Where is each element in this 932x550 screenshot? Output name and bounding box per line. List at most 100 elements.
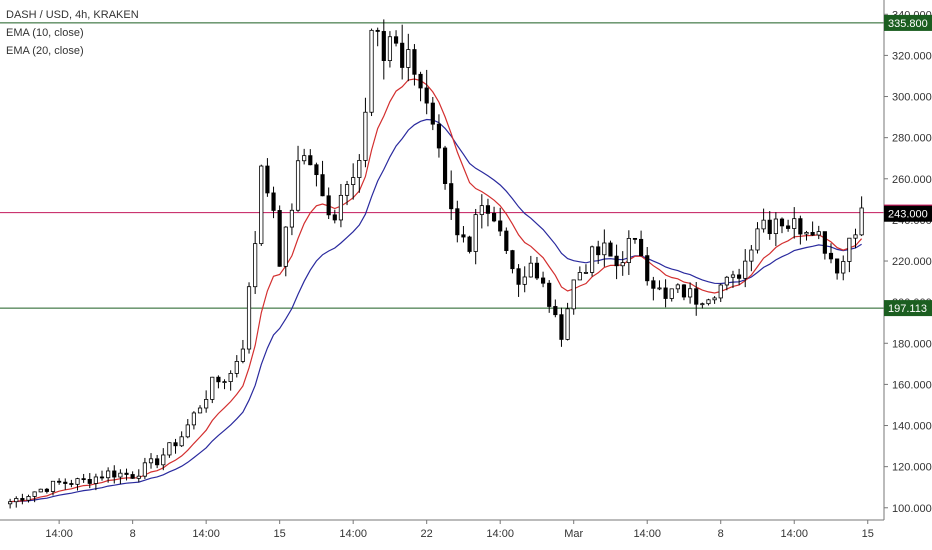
- candle-body: [491, 212, 497, 222]
- candle-body: [289, 209, 295, 228]
- candle-body: [302, 155, 307, 162]
- candle-body: [608, 242, 613, 257]
- candle-body: [14, 498, 19, 503]
- candle-body: [700, 303, 705, 306]
- candle-body: [393, 36, 399, 44]
- time-tick-label: 22: [421, 528, 433, 540]
- candle-body: [743, 260, 748, 279]
- ema-lines: [10, 78, 863, 503]
- candle-body: [688, 288, 693, 298]
- price-tick-label: 160.000: [892, 379, 932, 391]
- hline-price-tag-bg: [884, 300, 932, 317]
- candle-body: [614, 255, 619, 267]
- candle-body: [130, 474, 135, 479]
- candle-body: [320, 174, 325, 197]
- candle-body: [498, 220, 503, 232]
- time-tick-label: 14:00: [192, 528, 220, 540]
- candle-body: [32, 491, 37, 497]
- price-axis[interactable]: 100.000120.000140.000160.000180.000200.0…: [883, 0, 932, 520]
- candle-body: [63, 481, 68, 484]
- candle-body: [314, 164, 319, 176]
- hline-price-tag: 335.800: [888, 18, 928, 30]
- candle-body: [449, 183, 454, 210]
- candle-body: [228, 373, 233, 382]
- legend-ema10[interactable]: EMA (10, close): [6, 27, 84, 39]
- candle-body: [418, 73, 423, 89]
- candle-body: [8, 501, 13, 505]
- candle-body: [810, 232, 815, 236]
- chart-legend: DASH / USD, 4h, KRAKEN EMA (10, close) E…: [6, 6, 139, 60]
- time-tick-label: 15: [274, 528, 286, 540]
- candle-body: [853, 234, 858, 239]
- candle-body: [455, 208, 460, 236]
- candle-body: [737, 274, 742, 279]
- candle-body: [724, 276, 729, 286]
- candle-body: [381, 31, 386, 61]
- legend-ema20[interactable]: EMA (20, close): [6, 45, 84, 57]
- hline-price-tag: 197.113: [888, 303, 927, 315]
- candle-body: [847, 237, 852, 262]
- candle-body: [859, 207, 864, 236]
- price-tick-label: 320.000: [892, 50, 932, 62]
- candle-body: [26, 496, 31, 501]
- candle-body: [216, 376, 221, 383]
- price-tick-label: 300.000: [892, 92, 932, 104]
- candle-body: [626, 237, 631, 263]
- candle-body: [779, 218, 785, 227]
- time-tick-label: 8: [718, 528, 724, 540]
- hline-price-tag-bg: [884, 14, 932, 31]
- candle-body: [841, 261, 846, 274]
- candle-body: [81, 478, 86, 481]
- candle-body: [161, 454, 166, 466]
- candle-body: [191, 412, 196, 426]
- candle-body: [730, 274, 736, 278]
- candle-body: [822, 231, 827, 254]
- candle-body: [816, 231, 821, 236]
- time-tick-label: 8: [130, 528, 136, 540]
- candle-body: [467, 236, 472, 252]
- candle-body: [755, 228, 760, 251]
- time-tick-label: 14:00: [339, 528, 367, 540]
- candle-body: [577, 272, 582, 281]
- candle-body: [663, 287, 668, 299]
- candle-body: [155, 458, 160, 466]
- candle-body: [271, 192, 276, 211]
- candle-body: [485, 205, 491, 214]
- candle-body: [473, 214, 478, 252]
- candle-body: [412, 49, 417, 75]
- candle-body: [406, 49, 411, 68]
- candle-body: [197, 407, 203, 414]
- legend-symbol[interactable]: DASH / USD, 4h, KRAKEN: [6, 9, 139, 21]
- candle-body: [124, 472, 129, 475]
- candle-body: [387, 36, 393, 61]
- candle-body: [767, 219, 772, 235]
- candle-body: [222, 381, 227, 383]
- candle-body: [234, 361, 239, 374]
- time-tick-label: 14:00: [486, 528, 514, 540]
- candle-body: [375, 29, 380, 32]
- candle-body: [424, 87, 429, 104]
- candle-body: [504, 230, 509, 251]
- candle-body: [547, 282, 552, 307]
- time-axis[interactable]: 14:00 8 14:00 15 14:00 22 14:00 Mar 14:00 8 14:00 1…: [0, 519, 884, 540]
- candle-body: [332, 214, 337, 221]
- candle-body: [173, 442, 178, 447]
- candle-body: [50, 480, 56, 492]
- candle-body: [786, 225, 791, 229]
- candle-body: [136, 475, 141, 479]
- candle-body: [559, 314, 564, 340]
- candle-body: [44, 488, 49, 492]
- candle-body: [522, 276, 527, 285]
- candles: [8, 19, 864, 509]
- candle-body: [400, 42, 405, 68]
- time-tick-label: 14:00: [45, 528, 73, 540]
- candle-body: [179, 436, 184, 447]
- candle-body: [185, 424, 190, 438]
- ema10-line: [10, 78, 863, 503]
- candle-body: [240, 348, 245, 362]
- candle-body: [528, 262, 533, 278]
- candle-body: [167, 442, 172, 456]
- candle-body: [479, 205, 484, 216]
